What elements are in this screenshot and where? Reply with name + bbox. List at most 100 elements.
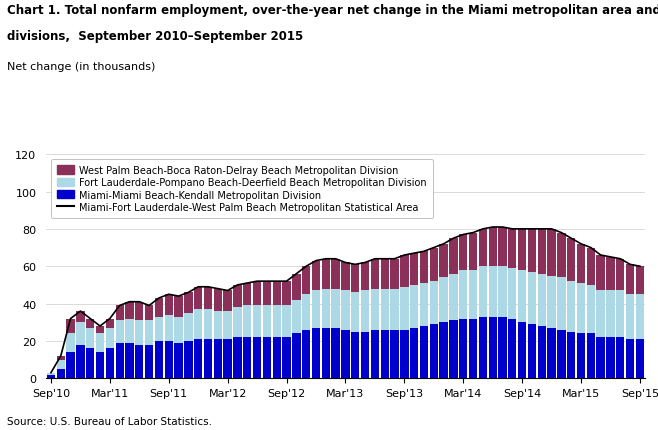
Bar [96, 326, 104, 334]
Bar [282, 338, 291, 378]
Bar [430, 324, 438, 378]
Bar [557, 330, 566, 378]
Bar [224, 339, 232, 378]
Bar [106, 319, 114, 328]
Bar [322, 328, 330, 378]
Bar [538, 274, 546, 326]
Bar [430, 282, 438, 324]
Bar [174, 296, 183, 317]
Bar [577, 334, 585, 378]
Bar [636, 267, 644, 295]
Text: Source: U.S. Bureau of Labor Statistics.: Source: U.S. Bureau of Labor Statistics. [7, 416, 212, 426]
Bar [626, 339, 634, 378]
Bar [547, 229, 556, 276]
Text: divisions,  September 2010–September 2015: divisions, September 2010–September 2015 [7, 30, 303, 43]
Bar [263, 306, 271, 338]
Bar [214, 339, 222, 378]
Bar [380, 330, 389, 378]
Bar [47, 373, 55, 375]
Bar [106, 328, 114, 349]
Bar [459, 270, 467, 319]
Bar [184, 293, 193, 313]
Bar [135, 321, 143, 345]
Bar [361, 263, 369, 291]
Bar [440, 244, 448, 278]
Bar [253, 338, 261, 378]
Bar [272, 338, 281, 378]
Bar [184, 313, 193, 341]
Bar [116, 306, 124, 321]
Bar [116, 343, 124, 378]
Bar [577, 244, 585, 283]
Text: Net change (in thousands): Net change (in thousands) [7, 62, 155, 72]
Bar [606, 257, 615, 291]
Bar [57, 360, 65, 369]
Bar [96, 352, 104, 378]
Bar [567, 239, 575, 282]
Bar [587, 248, 595, 285]
Bar [597, 338, 605, 378]
Bar [125, 343, 134, 378]
Bar [479, 267, 487, 317]
Bar [351, 265, 359, 293]
Bar [194, 310, 203, 339]
Bar [449, 239, 457, 274]
Bar [263, 338, 271, 378]
Bar [243, 306, 251, 338]
Bar [145, 306, 153, 321]
Bar [174, 343, 183, 378]
Bar [66, 334, 75, 352]
Bar [272, 282, 281, 306]
Bar [420, 326, 428, 378]
Bar [204, 287, 212, 310]
Bar [508, 268, 517, 319]
Bar [597, 255, 605, 291]
Bar [390, 259, 399, 289]
Bar [410, 254, 418, 285]
Bar [135, 302, 143, 321]
Bar [636, 295, 644, 339]
Bar [292, 274, 301, 300]
Bar [351, 293, 359, 332]
Bar [86, 319, 94, 328]
Bar [488, 317, 497, 378]
Bar [145, 345, 153, 378]
Bar [116, 321, 124, 343]
Bar [194, 339, 203, 378]
Bar [243, 283, 251, 306]
Bar [400, 287, 409, 330]
Bar [174, 317, 183, 343]
Bar [498, 227, 507, 267]
Bar [430, 248, 438, 282]
Bar [547, 276, 556, 328]
Bar [390, 330, 399, 378]
Bar [420, 252, 428, 283]
Bar [547, 328, 556, 378]
Bar [400, 255, 409, 287]
Bar [86, 328, 94, 349]
Bar [302, 330, 311, 378]
Bar [184, 341, 193, 378]
Bar [155, 341, 163, 378]
Bar [302, 267, 311, 295]
Bar [479, 229, 487, 267]
Bar [518, 322, 526, 378]
Bar [253, 306, 261, 338]
Bar [567, 332, 575, 378]
Bar [234, 338, 241, 378]
Bar [96, 334, 104, 352]
Bar [66, 319, 75, 334]
Bar [370, 259, 379, 289]
Bar [626, 265, 634, 295]
Bar [616, 259, 624, 291]
Bar [449, 321, 457, 378]
Bar [498, 317, 507, 378]
Bar [282, 306, 291, 338]
Bar [498, 267, 507, 317]
Bar [342, 291, 349, 330]
Bar [351, 332, 359, 378]
Bar [370, 330, 379, 378]
Bar [528, 229, 536, 272]
Bar [508, 229, 517, 268]
Bar [312, 328, 320, 378]
